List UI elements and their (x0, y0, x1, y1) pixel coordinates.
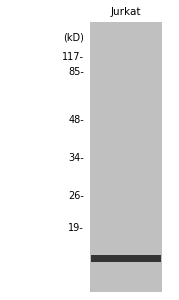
Bar (90, 22, 162, 292)
Text: Jurkat: Jurkat (111, 7, 141, 17)
Text: 34-: 34- (68, 153, 84, 163)
Text: 48-: 48- (68, 115, 84, 125)
Text: 85-: 85- (68, 67, 84, 77)
Text: 26-: 26- (68, 191, 84, 201)
Text: 19-: 19- (68, 223, 84, 233)
Text: (kD): (kD) (63, 33, 84, 43)
Bar (91, 254, 161, 262)
Text: 117-: 117- (62, 52, 84, 62)
